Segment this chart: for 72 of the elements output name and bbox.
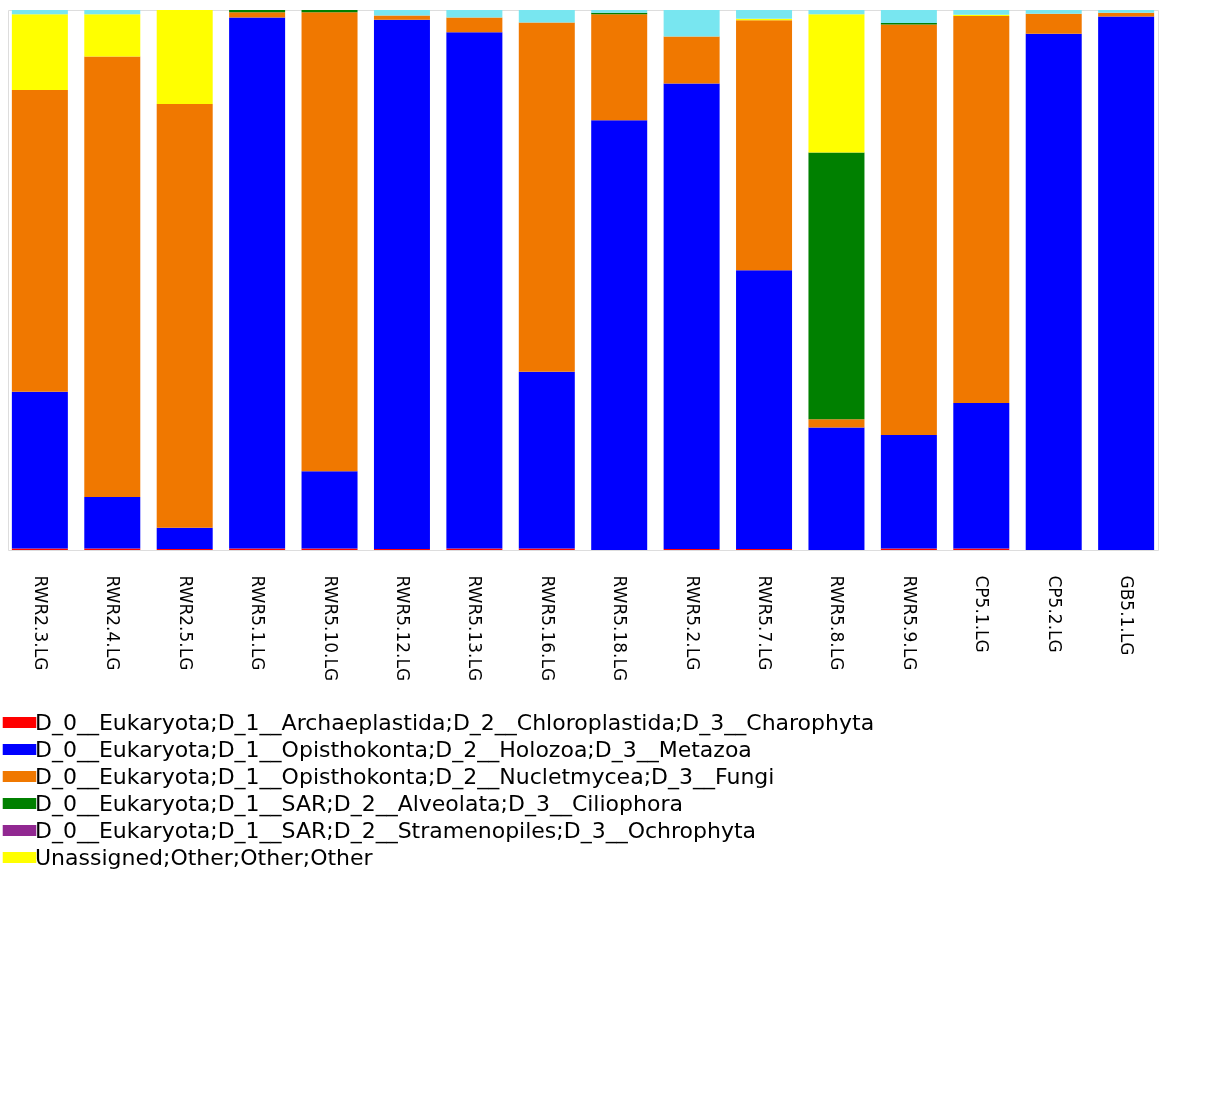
- x-tick-label: RWR5.8.LG: [827, 575, 848, 671]
- x-tick-label: RWR2.3.LG: [30, 575, 51, 671]
- x-tick-label: RWR5.12.LG: [392, 575, 413, 682]
- x-tick-label: RWR5.7.LG: [755, 575, 776, 671]
- legend-label: D_0__Eukaryota;D_1__SAR;D_2__Stramenopiles;D_3__Ochrophyta: [35, 817, 757, 844]
- bar: [808, 419, 865, 428]
- bar: [518, 22, 575, 372]
- bar: [1098, 16, 1155, 550]
- bar: [591, 120, 648, 550]
- bar: [229, 10, 286, 13]
- bar: [880, 10, 937, 23]
- bar: [229, 12, 286, 18]
- legend-label: D_0__Eukaryota;D_1__Opisthokonta;D_2__Holozoa;D_3__Metazoa: [35, 736, 752, 763]
- x-tick-label: RWR5.1.LG: [248, 575, 269, 671]
- bar: [808, 427, 865, 550]
- bar: [373, 15, 430, 20]
- bar: [953, 10, 1010, 15]
- bar: [1025, 33, 1082, 550]
- bar: [301, 471, 358, 549]
- bar: [1025, 13, 1082, 34]
- bar: [663, 36, 720, 84]
- bar: [663, 83, 720, 549]
- bar: [373, 10, 430, 16]
- x-tick-label: RWR5.18.LG: [610, 575, 631, 682]
- bar: [953, 15, 1010, 404]
- x-tick-label: RWR2.4.LG: [103, 575, 124, 671]
- legend-label: D_0__Eukaryota;D_1__Archaeplastida;D_2__Chloroplastida;D_3__Charophyta: [35, 709, 875, 736]
- bar: [446, 32, 503, 549]
- bar: [156, 527, 213, 549]
- x-tick-label: RWR5.13.LG: [465, 575, 486, 682]
- bar: [84, 14, 141, 57]
- bar: [301, 12, 358, 472]
- legend-label: D_0__Eukaryota;D_1__Opisthokonta;D_2__Nucletmycea;D_3__Fungi: [35, 763, 775, 790]
- bar: [808, 14, 865, 153]
- bar: [84, 497, 141, 549]
- bar: [446, 17, 503, 33]
- bar: [373, 19, 430, 549]
- bar: [156, 10, 213, 104]
- bar: [518, 10, 575, 23]
- bar: [11, 10, 68, 15]
- bar: [591, 14, 648, 121]
- bar: [156, 103, 213, 528]
- x-tick-label: GB5.1.LG: [1117, 575, 1138, 656]
- bar: [84, 10, 141, 15]
- legend-label: Unassigned;Other;Other;Other: [35, 844, 374, 870]
- bar: [736, 10, 793, 19]
- bar: [84, 56, 141, 498]
- bar: [736, 20, 793, 271]
- bar: [880, 24, 937, 435]
- x-tick-label: CP5.1.LG: [972, 575, 993, 653]
- x-tick-label: RWR5.2.LG: [682, 575, 703, 671]
- x-tick-label: RWR5.9.LG: [899, 575, 920, 671]
- bar: [808, 152, 865, 420]
- bar: [301, 10, 358, 13]
- bar: [736, 270, 793, 549]
- x-tick-label: RWR5.10.LG: [320, 575, 341, 682]
- bar: [1098, 10, 1155, 13]
- bar: [880, 434, 937, 549]
- bar: [808, 10, 865, 15]
- bar: [446, 10, 503, 18]
- bar: [1025, 10, 1082, 14]
- bar: [11, 89, 68, 392]
- x-tick-label: RWR2.5.LG: [175, 575, 196, 671]
- x-tick-label: CP5.2.LG: [1044, 575, 1065, 653]
- x-tick-label: RWR5.16.LG: [537, 575, 558, 682]
- bar: [11, 14, 68, 90]
- bar: [518, 371, 575, 549]
- bar: [663, 10, 720, 37]
- bar: [11, 391, 68, 549]
- legend-label: D_0__Eukaryota;D_1__SAR;D_2__Alveolata;D_3__Ciliophora: [35, 790, 683, 817]
- bar: [229, 17, 286, 549]
- bar: [953, 403, 1010, 549]
